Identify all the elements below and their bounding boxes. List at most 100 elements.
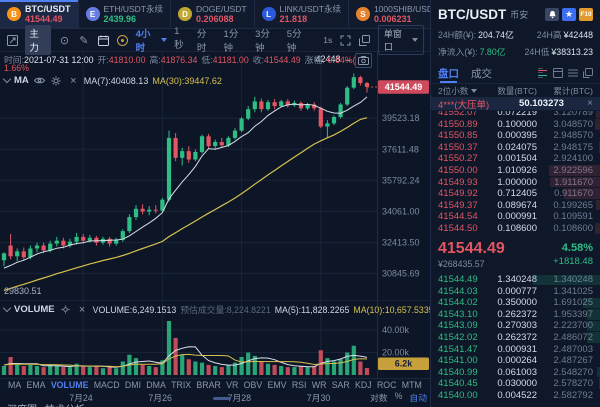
indicator-tab[interactable]: RSI [291,379,307,390]
settings-icon[interactable] [50,74,63,87]
period-button[interactable]: 分时 [196,29,207,54]
f10-badge[interactable]: F10 [579,8,593,21]
ask-row[interactable]: 41552.07 0.072219 3.120789 [431,107,600,119]
layout-icon[interactable] [6,34,18,47]
ticker-tab[interactable]: L LINK/USDT永续 21.818 [255,0,349,28]
ask-row[interactable]: 41550.37 0.024075 2.948175 [431,142,600,154]
scale-option[interactable]: 自动 [409,393,427,403]
ask-row[interactable]: 41550.85 0.000395 2.948570 [431,130,600,142]
ask-row[interactable]: 41544.54 0.000991 0.109591 [431,211,600,223]
period-button[interactable]: 1秒 [174,26,184,51]
book-mode-list-icon[interactable] [568,69,578,77]
bid-row[interactable]: 41540.00 0.004522 2.582792 [431,389,600,401]
ask-row[interactable]: 41550.27 0.001504 2.924100 [431,153,600,165]
decimal-selector[interactable]: 2位小数 [438,85,494,97]
indicator-tab[interactable]: SAR [331,379,350,390]
alert-bell-icon[interactable] [545,8,559,21]
indicator-tab[interactable]: TRIX [171,379,192,390]
volume-value: VOLUME:6,249.1513 [92,304,177,315]
book-mode-window-icon[interactable] [583,68,593,78]
volume-pane[interactable]: 40.00k 20.00k 6.2k VOLUME × VOLUME:6,249.1… [0,300,430,379]
candlestick-chart[interactable]: 39523.18 37611.48 35792.24 34061.00 32413.50… [0,52,430,300]
ask-row[interactable]: 41549.93 1.000000 1.911670 [431,176,600,188]
depth-bar [598,378,600,389]
main-force-button[interactable]: 主力 [25,25,52,55]
indicator-tab[interactable]: WR [311,379,327,390]
main-chart-svg[interactable]: 39523.18 37611.48 35792.24 34061.00 32413.50… [0,52,430,300]
ask-row[interactable]: 41550.00 1.010926 2.922596 [431,165,600,177]
bid-row[interactable]: 41540.99 0.061003 2.548270 [431,366,600,378]
pencil-icon[interactable]: ✎ [79,34,89,47]
indicator-tab[interactable]: MTM [401,379,422,390]
book-mode-asks-icon[interactable] [553,68,563,78]
collapse-icon[interactable] [2,74,12,84]
ask-row[interactable]: 41544.50 0.108600 0.108600 [431,222,600,234]
indicator-tab[interactable]: DMA [146,379,166,390]
indicator-tab[interactable]: MACD [93,379,120,390]
depth-bar [586,320,600,332]
ticker-tab[interactable]: B BTC/USDT 41544.49 [0,0,79,28]
target-icon[interactable]: ⊙ [59,34,70,47]
window-mode-button[interactable]: 单窗口 [377,25,424,55]
popout-icon[interactable] [359,34,371,47]
bid-row[interactable]: 41543.10 0.262372 1.953397 [431,309,600,321]
cumulative-cell: 2.223700 [553,320,593,332]
bottom-tab[interactable]: 技术分析 [45,401,85,407]
indicator-tab[interactable]: VR [226,379,239,390]
bid-row[interactable]: 41540.45 0.030000 2.578270 [431,378,600,390]
timeframe-selected[interactable]: 4小时 [136,26,168,54]
ticker-price: 41544.49 [25,14,63,24]
period-button[interactable]: 5分钟 [286,29,302,54]
indicator-tab[interactable]: DMI [124,379,142,390]
indicator-tab[interactable]: VOLUME [50,379,89,390]
period-button[interactable]: 1分钟 [223,29,239,54]
bid-row[interactable]: 41541.47 0.000931 2.487003 [431,343,600,355]
favorite-star-icon[interactable]: ★ [562,8,576,21]
bid-row[interactable]: 41544.03 0.000777 1.341025 [431,286,600,298]
period-button[interactable]: 3分钟 [255,29,270,54]
tab-trades[interactable]: 成交 [471,67,492,80]
ma30-line [3,117,368,292]
collapse-icon[interactable] [2,303,12,313]
calendar-icon[interactable] [97,34,109,47]
ticker-bar: B BTC/USDT 41544.49 E ETH/USDT永续 2439.96 D DOGE… [0,0,430,29]
horizontal-scrollbar[interactable] [213,397,231,400]
indicator-tab[interactable]: KDJ [355,379,372,390]
large-order-alert[interactable]: 4***(大压单) 50.103273 × [431,97,600,111]
indicator-tab[interactable]: MA [8,379,22,390]
ticker-tab[interactable]: D DOGE/USDT 0.206088 [171,0,255,28]
eye-icon[interactable] [33,74,46,87]
ask-row[interactable]: 41549.92 0.712405 0.911670 [431,188,600,200]
scale-option[interactable]: % [394,391,403,401]
caret-down-icon [471,88,478,93]
tab-orderbook[interactable]: 盘口 [438,63,459,83]
indicator-tab[interactable]: EMV [267,379,287,390]
book-mode-split-icon[interactable] [537,68,548,78]
bid-row[interactable]: 41542.02 0.262372 2.486072 [431,332,600,344]
close-icon[interactable]: × [78,303,86,316]
indicator-tab[interactable]: ROC [376,379,397,390]
bid-row[interactable]: 41543.09 0.270303 2.223700 [431,320,600,332]
bid-row[interactable]: 41541.00 0.000264 2.487267 [431,355,600,367]
price-axis-label: 30845.69 [382,268,420,278]
bid-row[interactable]: 41544.49 1.340248 1.340248 [431,274,600,286]
bid-row[interactable]: 41544.02 0.350000 1.691025 [431,297,600,309]
price-cell: 41544.03 [438,285,478,297]
screenshot-icon[interactable] [355,53,372,68]
indicator-tab[interactable]: BRAR [196,379,221,390]
settings-icon[interactable] [59,303,72,316]
ask-row[interactable]: 41550.89 0.100000 3.048570 [431,119,600,131]
close-icon[interactable]: × [70,74,77,87]
bottom-tab[interactable]: 深度图 [7,401,37,407]
fullscreen-icon[interactable] [339,34,351,47]
indicator-tab[interactable]: EMA [26,379,46,390]
ticker-tab[interactable]: E ETH/USDT永续 2439.96 [79,0,172,28]
ask-row[interactable]: 41549.37 0.089674 0.199265 [431,199,600,211]
ohlc-item: 涨幅:-0.64%(-265.52) [304,55,356,65]
scale-option[interactable]: 对数 [369,393,388,403]
coin-icon[interactable] [116,34,128,47]
close-icon[interactable]: × [587,98,593,109]
indicator-tab[interactable]: OBV [243,379,263,390]
